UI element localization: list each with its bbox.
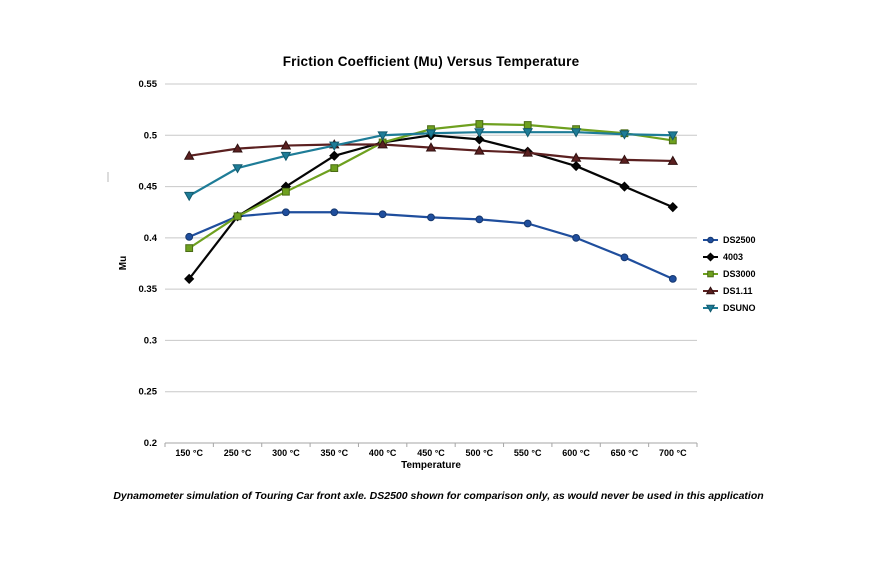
series-marker — [474, 128, 485, 138]
y-axis-title: Mu — [117, 255, 129, 271]
series-marker — [523, 121, 532, 129]
x-tick-label: 600 °C — [562, 448, 590, 458]
x-tick-label: 450 °C — [417, 448, 445, 458]
x-tick-label: 500 °C — [466, 448, 494, 458]
series-line-4003 — [188, 134, 674, 280]
series-marker — [232, 143, 243, 153]
legend-item-DSUNO: DSUNO — [703, 299, 756, 316]
series-marker — [668, 274, 677, 283]
series-marker — [377, 139, 388, 149]
series-marker — [522, 147, 533, 157]
legend-marker-icon — [703, 285, 718, 294]
y-tick-label: 0.45 — [139, 182, 158, 193]
legend-label: DS3000 — [723, 268, 756, 279]
x-tick-label: 150 °C — [175, 448, 203, 458]
series-marker — [667, 201, 678, 213]
series-marker — [280, 140, 292, 150]
y-tick-label: 0.4 — [144, 233, 158, 244]
legend-marker-icon — [703, 236, 718, 243]
x-tick-label: 300 °C — [272, 448, 300, 458]
chart-title: Friction Coefficient (Mu) Versus Tempera… — [282, 54, 580, 69]
series-marker — [474, 145, 485, 155]
legend-label: DS1.11 — [723, 285, 753, 296]
series-marker — [183, 191, 195, 202]
series-marker — [667, 131, 679, 141]
series-marker — [570, 128, 582, 138]
series-marker — [425, 142, 437, 152]
legend-marker-icon — [703, 304, 718, 313]
y-tick-label: 0.25 — [139, 387, 158, 398]
legend-item-DS1.11: DS1.11 — [703, 282, 756, 299]
screen-artifact — [107, 172, 109, 182]
legend-marker-icon — [703, 251, 718, 262]
series-marker — [619, 181, 630, 192]
legend-label: DSUNO — [723, 302, 756, 313]
series-marker — [183, 150, 195, 160]
legend-item-4003: 4003 — [703, 248, 756, 265]
series-marker — [475, 120, 484, 128]
series-marker — [522, 128, 533, 138]
series-marker — [474, 134, 485, 145]
series-marker — [523, 219, 532, 228]
legend-label: 4003 — [723, 251, 744, 262]
series-marker — [619, 130, 630, 140]
series-marker — [280, 151, 292, 162]
series-marker — [330, 208, 339, 217]
series-marker — [282, 187, 290, 196]
legend-item-DS2500: DS2500 — [703, 231, 756, 248]
series-marker — [185, 232, 194, 241]
x-tick-label: 250 °C — [224, 448, 252, 458]
series-marker — [425, 129, 437, 139]
series-marker — [377, 131, 388, 141]
legend-marker-icon — [703, 270, 718, 277]
legend: DS2500 4003 DS3000 DS1.11 DSUNO — [703, 231, 756, 316]
series-marker — [378, 210, 387, 219]
x-axis-title: Temperature — [401, 460, 461, 471]
x-tick-label: 550 °C — [514, 448, 542, 458]
series-marker — [570, 152, 582, 162]
x-tick-label: 700 °C — [659, 448, 687, 458]
series-marker — [427, 213, 435, 222]
legend-label: DS2500 — [723, 234, 756, 245]
series-marker — [330, 164, 339, 173]
y-tick-label: 0.2 — [144, 438, 157, 449]
series-marker — [232, 164, 243, 174]
series-line-DS2500 — [188, 211, 674, 280]
series-marker — [282, 208, 290, 217]
series-marker — [233, 212, 242, 221]
y-tick-label: 0.55 — [139, 79, 158, 90]
legend-item-DS3000: DS3000 — [703, 265, 756, 282]
y-tick-label: 0.3 — [144, 335, 157, 346]
series-marker — [620, 253, 629, 262]
series-marker — [619, 154, 630, 164]
series-marker — [329, 150, 340, 161]
series-marker — [667, 155, 679, 165]
series-marker — [475, 215, 484, 224]
y-tick-label: 0.5 — [144, 130, 158, 141]
x-tick-label: 400 °C — [369, 448, 397, 458]
series-marker — [185, 244, 194, 253]
y-tick-label: 0.35 — [139, 284, 158, 295]
x-tick-label: 650 °C — [611, 448, 639, 458]
series-marker — [570, 160, 582, 172]
x-tick-label: 350 °C — [320, 448, 348, 458]
series-marker — [572, 233, 580, 242]
series-marker — [329, 141, 340, 151]
caption: Dynamometer simulation of Touring Car fr… — [113, 490, 764, 502]
series-marker — [184, 273, 195, 284]
